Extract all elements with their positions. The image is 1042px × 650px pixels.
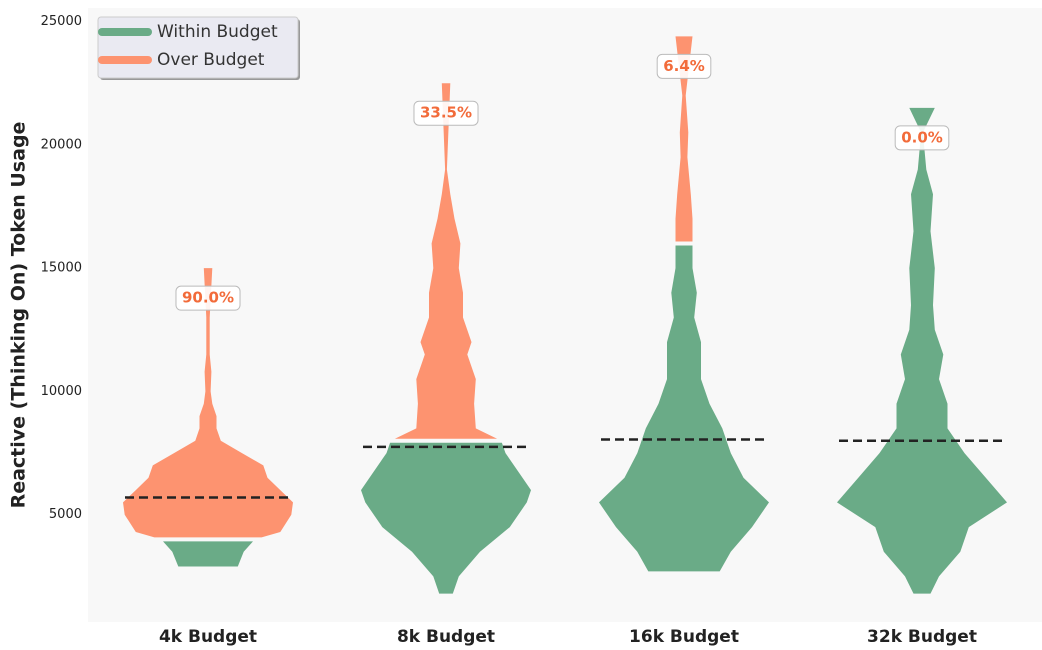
legend-label: Within Budget: [157, 22, 278, 42]
over-budget-label: 90.0%: [182, 289, 234, 307]
label-box: [894, 125, 950, 151]
legend-label: Over Budget: [157, 50, 265, 70]
y-tick-label: 25000: [41, 14, 82, 29]
violin-within: [361, 442, 531, 594]
over-budget-label: 0.0%: [901, 128, 943, 146]
y-tick-label: 5000: [49, 507, 82, 522]
violin-over: [675, 36, 693, 242]
over-budget-label: 6.4%: [663, 57, 705, 75]
violin-over: [394, 83, 498, 439]
y-tick-label: 20000: [41, 137, 82, 152]
y-axis-label: Reactive (Thinking On) Token Usage: [8, 122, 30, 509]
y-tick-label: 15000: [41, 261, 82, 276]
x-tick-label: 8k Budget: [397, 627, 495, 647]
x-tick-label: 4k Budget: [159, 627, 257, 647]
y-tick-label: 10000: [41, 384, 82, 399]
label-box: [413, 100, 479, 126]
violin-within: [837, 107, 1007, 594]
x-tick-label: 32k Budget: [867, 627, 977, 647]
violin-over: [123, 268, 293, 538]
x-tick-label: 16k Budget: [629, 627, 739, 647]
violin-within: [163, 541, 253, 567]
label-box: [175, 285, 241, 311]
label-box: [656, 53, 712, 79]
violin-within: [599, 245, 769, 572]
over-budget-label: 33.5%: [420, 104, 472, 122]
